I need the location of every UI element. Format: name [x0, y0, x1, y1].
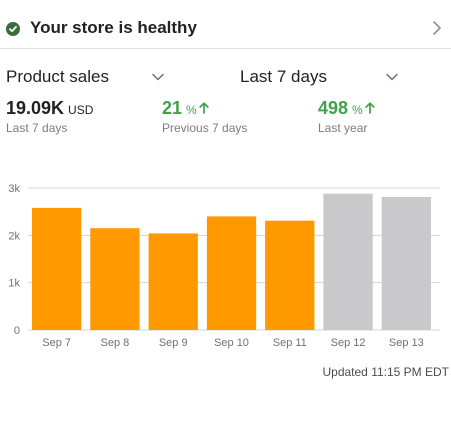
x-tick-label: Sep 10	[214, 337, 249, 349]
stat-caption: Last year	[318, 121, 368, 135]
stat-caption: Previous 7 days	[162, 121, 248, 135]
stat-vs-previous: 21 % Previous 7 days	[162, 98, 247, 135]
metric-select-label: Product sales	[6, 67, 109, 86]
chevron-right-icon[interactable]	[431, 20, 443, 36]
x-tick-label: Sep 13	[389, 337, 424, 349]
store-health-row[interactable]: Your store is healthy	[0, 8, 451, 48]
chevron-down-icon	[386, 73, 398, 81]
x-tick-label: Sep 9	[159, 337, 188, 349]
y-tick-label: 3k	[8, 183, 20, 195]
x-tick-label: Sep 12	[331, 337, 366, 349]
y-tick-label: 2k	[8, 230, 20, 242]
stat-unit: USD	[68, 103, 94, 117]
chart-bar[interactable]	[323, 193, 373, 330]
stat-value: 498	[318, 98, 349, 118]
stat-vs-last-year: 498 % Last year	[318, 98, 375, 135]
chart-bar[interactable]	[148, 233, 198, 330]
stat-value: 19.09K	[6, 98, 65, 118]
metric-select[interactable]: Product sales	[6, 64, 166, 90]
chart-bar[interactable]	[90, 228, 140, 330]
check-circle-icon	[6, 22, 20, 36]
arrow-up-icon	[199, 102, 209, 114]
date-range-select-label: Last 7 days	[240, 67, 327, 86]
sales-bar-chart-svg: 0 1k 2k 3k Sep 7 Sep 8 Sep 9 Sep 10 Sep 11 Sep 12…	[8, 183, 440, 349]
sales-bar-chart: 0 1k 2k 3k Sep 7 Sep 8 Sep 9 Sep 10 Sep 11 Sep 12…	[0, 170, 451, 360]
chart-bar[interactable]	[381, 196, 431, 330]
stat-value: 21	[162, 98, 183, 118]
chart-bar[interactable]	[265, 220, 315, 330]
chart-bar[interactable]	[32, 207, 82, 330]
arrow-up-icon	[365, 102, 375, 114]
y-tick-label: 0	[14, 325, 20, 337]
chart-bar[interactable]	[206, 216, 257, 330]
x-tick-label: Sep 11	[273, 337, 307, 349]
chevron-down-icon	[152, 73, 164, 81]
y-tick-label: 1k	[8, 278, 20, 290]
date-range-select[interactable]: Last 7 days	[240, 64, 402, 90]
stat-caption: Last 7 days	[6, 121, 68, 135]
updated-timestamp: Updated 11:15 PM EDT	[322, 365, 449, 379]
stat-total-sales: 19.09K USD Last 7 days	[6, 98, 93, 135]
stat-unit: %	[352, 103, 363, 117]
x-tick-label: Sep 7	[42, 337, 71, 349]
stat-unit: %	[186, 103, 197, 117]
x-tick-label: Sep 8	[101, 337, 130, 349]
divider	[0, 48, 451, 49]
store-health-title: Your store is healthy	[30, 18, 197, 37]
